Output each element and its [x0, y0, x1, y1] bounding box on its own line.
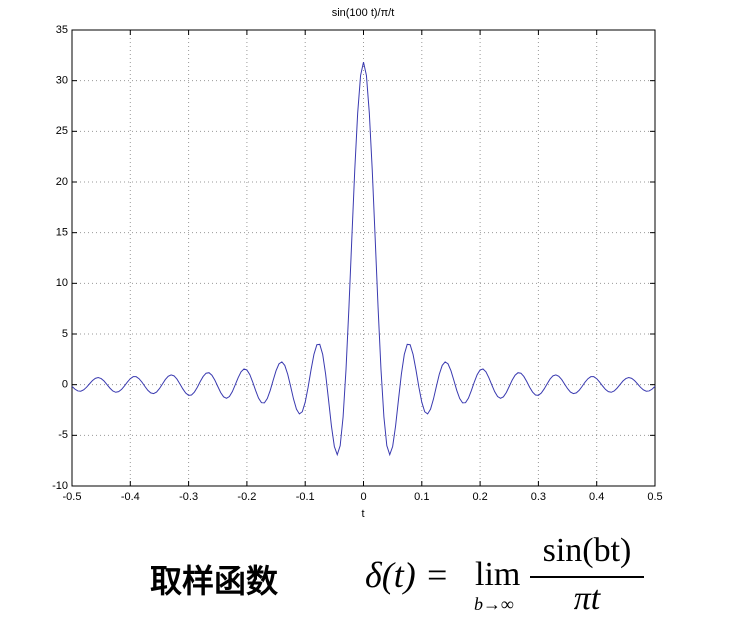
caption-label: 取样函数: [150, 562, 279, 600]
chart: sin(100 t)/π/t t -10 -5 0 5 10 15 20 25 30 35 -0.5…: [52, 7, 663, 520]
y-tick-label: -5: [58, 429, 68, 441]
x-tick-label: -0.1: [296, 491, 315, 503]
formula-numerator: sin(bt): [542, 532, 632, 569]
formula-lim-sub: b→∞: [474, 594, 514, 614]
x-axis-label: t: [361, 508, 364, 520]
y-tick-label: 0: [62, 379, 68, 391]
fraction-bar: [530, 576, 644, 578]
y-tick-label: -10: [52, 480, 68, 492]
x-tick-label: 0.4: [589, 491, 604, 503]
chart-title: sin(100 t)/π/t: [332, 7, 395, 19]
x-tick-label: -0.2: [237, 491, 256, 503]
x-tick-label: 0.1: [414, 491, 429, 503]
y-tick-label: 35: [56, 24, 68, 36]
y-tick-label: 30: [56, 75, 68, 87]
x-tick-label: -0.5: [63, 491, 82, 503]
x-tick-label: 0.2: [472, 491, 487, 503]
y-tick-label: 10: [56, 277, 68, 289]
y-tick-label: 20: [56, 176, 68, 188]
x-tick-label: 0: [360, 491, 366, 503]
y-tick-label: 5: [62, 328, 68, 340]
x-tick-label: 0.3: [531, 491, 546, 503]
x-tick-label: 0.5: [647, 491, 662, 503]
y-tick-label: 25: [56, 125, 68, 137]
y-tick-label: 15: [56, 227, 68, 239]
x-tick-label: -0.4: [121, 491, 140, 503]
x-tick-label: -0.3: [179, 491, 198, 503]
formula-denominator: πt: [573, 580, 601, 617]
formula-lhs: δ(t) =: [365, 555, 450, 595]
line-series: [71, 62, 656, 457]
formula-lim: lim: [475, 556, 521, 593]
axes-box: [71, 29, 656, 487]
